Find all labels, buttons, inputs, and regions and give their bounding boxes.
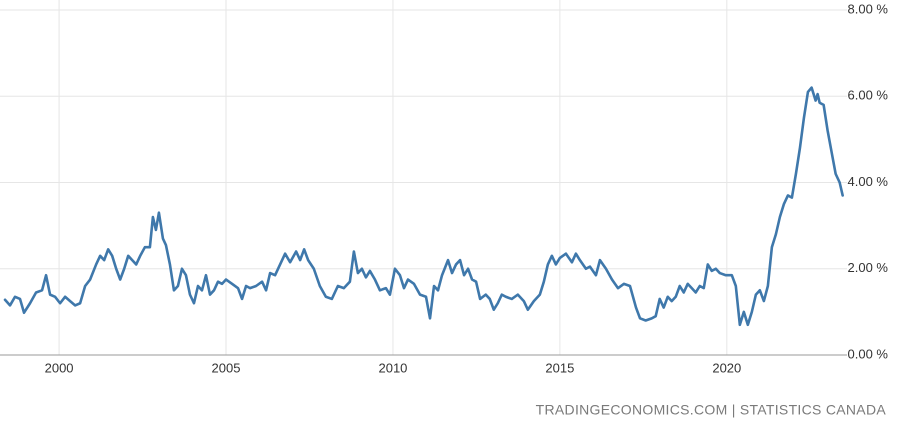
- y-tick-label: 2.00 %: [848, 260, 889, 275]
- y-tick-label: 8.00 %: [848, 1, 889, 16]
- x-tick-label: 2015: [545, 360, 574, 375]
- y-tick-label: 4.00 %: [848, 174, 889, 189]
- x-tick-label: 2005: [212, 360, 241, 375]
- x-tick-label: 2020: [712, 360, 741, 375]
- x-tick-label: 2010: [378, 360, 407, 375]
- source-note: TRADINGECONOMICS.COM | STATISTICS CANADA: [536, 402, 887, 418]
- x-tick-label: 2000: [45, 360, 74, 375]
- y-tick-label: 6.00 %: [848, 88, 889, 103]
- data-line: [3, 86, 844, 327]
- y-tick-label: 0.00 %: [848, 346, 889, 361]
